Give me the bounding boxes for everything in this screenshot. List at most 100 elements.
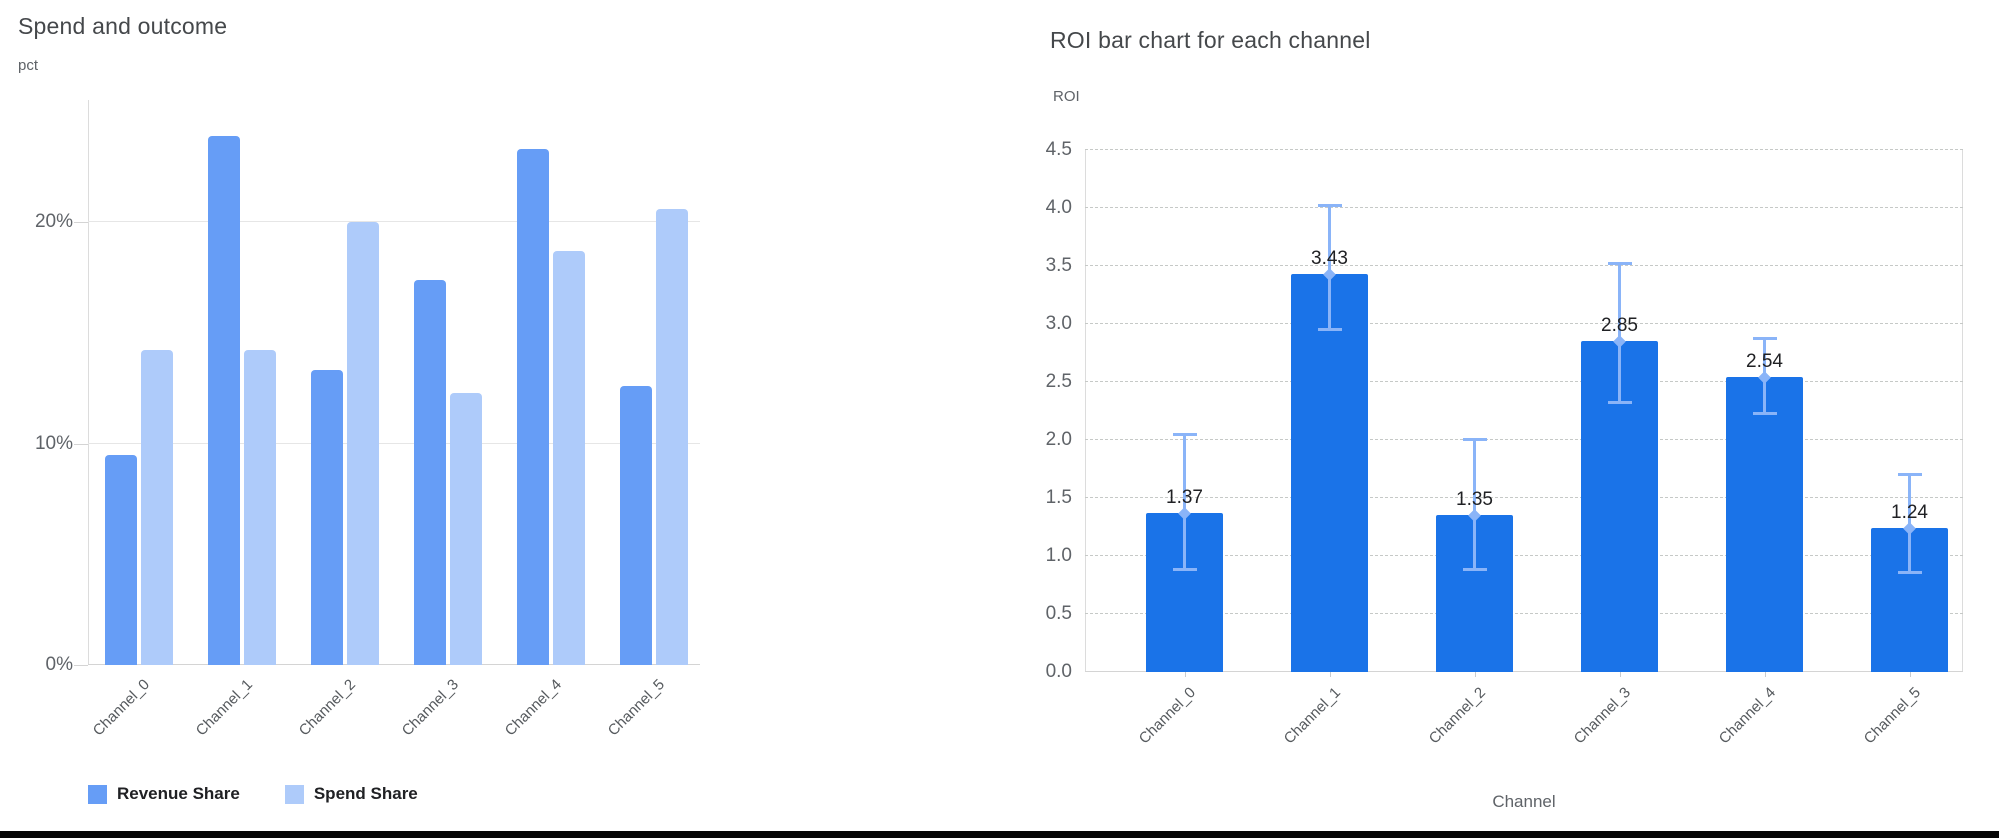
right-gridline-4.0 — [1085, 207, 1963, 208]
roi-value-label-channel_1: 3.43 — [1311, 248, 1348, 270]
right-x-tick-channel_1 — [1329, 672, 1331, 677]
left-x-label-channel_3: Channel_3 — [398, 676, 463, 740]
left-y-axis-unit-label: pct — [18, 57, 39, 74]
right-x-label-channel_5: Channel_5 — [1860, 684, 1924, 748]
right-x-label-channel_3: Channel_3 — [1570, 684, 1634, 748]
error-bar-top-cap-channel_2 — [1462, 438, 1487, 441]
left-chart-legend: Revenue Share Spend Share — [88, 784, 418, 804]
right-x-label-channel_1: Channel_1 — [1280, 684, 1344, 748]
right-x-tick-channel_4 — [1764, 672, 1766, 677]
error-bar-bottom-cap-channel_4 — [1752, 412, 1777, 416]
right-y-tick-label-1.0: 1.0 — [1045, 545, 1072, 566]
right-y-tick-label-1.5: 1.5 — [1045, 487, 1072, 508]
spend-outcome-chart: Spend and outcome pct Revenue Share Spen… — [0, 0, 780, 838]
error-bar-bottom-cap-channel_0 — [1172, 567, 1197, 571]
bar-spend-share-channel_2[interactable] — [347, 222, 379, 665]
right-gridline-1.5 — [1085, 497, 1963, 498]
bar-revenue-share-channel_1[interactable] — [208, 135, 240, 665]
error-bar-bottom-cap-channel_3 — [1607, 400, 1632, 404]
right-x-tick-channel_2 — [1474, 672, 1476, 677]
right-y-tick-label-3.0: 3.0 — [1045, 313, 1072, 334]
left-y-tick-20% — [74, 222, 88, 223]
left-chart-title: Spend and outcome — [18, 13, 228, 39]
right-chart-y-axis-line — [1085, 150, 1086, 672]
bar-spend-share-channel_4[interactable] — [553, 250, 585, 665]
right-gridline-3.0 — [1085, 323, 1963, 324]
bar-spend-share-channel_0[interactable] — [141, 350, 173, 665]
right-x-label-channel_4: Channel_4 — [1715, 684, 1779, 748]
roi-chart: ROI bar chart for each channel ROI Chann… — [1010, 0, 1999, 838]
revenue-share-legend-swatch[interactable] — [88, 784, 107, 804]
right-y-tick-label-3.5: 3.5 — [1045, 255, 1072, 276]
error-bar-bottom-cap-channel_1 — [1317, 327, 1342, 331]
right-plot-area — [1085, 149, 1963, 672]
error-bar-bottom-cap-channel_2 — [1462, 567, 1487, 571]
right-x-tick-channel_5 — [1909, 672, 1911, 677]
left-y-tick-0% — [74, 665, 88, 666]
error-bar-line-channel_2 — [1473, 440, 1476, 570]
left-x-label-channel_2: Channel_2 — [295, 676, 360, 740]
roi-value-label-channel_4: 2.54 — [1746, 351, 1783, 373]
bar-revenue-share-channel_5[interactable] — [620, 385, 652, 665]
right-y-tick-label-0.5: 0.5 — [1045, 603, 1072, 624]
right-y-tick-label-2.5: 2.5 — [1045, 371, 1072, 392]
right-y-tick-label-0.0: 0.0 — [1045, 661, 1072, 682]
error-bar-top-cap-channel_0 — [1172, 433, 1197, 437]
left-x-label-channel_5: Channel_5 — [604, 676, 669, 740]
right-gridline-2.5 — [1085, 381, 1963, 382]
left-y-tick-label-10%: 10% — [34, 432, 73, 454]
bar-revenue-share-channel_4[interactable] — [517, 148, 549, 665]
error-bar-top-cap-channel_5 — [1897, 472, 1922, 476]
roi-value-label-channel_5: 1.24 — [1891, 502, 1928, 524]
bar-roi-channel_1[interactable] — [1291, 274, 1368, 672]
left-y-axis-line — [88, 100, 89, 665]
error-bar-line-channel_3 — [1618, 263, 1621, 403]
bar-spend-share-channel_1[interactable] — [244, 350, 276, 665]
left-x-label-channel_1: Channel_1 — [192, 676, 257, 740]
left-y-tick-label-0%: 0% — [45, 654, 73, 675]
error-bar-line-channel_0 — [1183, 435, 1186, 570]
right-x-label-channel_2: Channel_2 — [1425, 684, 1489, 748]
error-bar-line-channel_1 — [1328, 205, 1331, 330]
roi-value-label-channel_2: 1.35 — [1456, 489, 1493, 511]
spend-share-legend-swatch[interactable] — [284, 784, 304, 804]
right-x-tick-channel_3 — [1619, 672, 1621, 677]
right-y-axis-unit-label: ROI — [1053, 88, 1080, 105]
roi-value-label-channel_0: 1.37 — [1166, 487, 1203, 509]
roi-value-label-channel_3: 2.85 — [1601, 315, 1638, 337]
right-gridline-2.0 — [1085, 439, 1963, 440]
right-x-axis-title: Channel — [1492, 792, 1556, 811]
right-gridline-1.0 — [1085, 555, 1963, 556]
left-plot-area — [88, 100, 700, 665]
bar-spend-share-channel_5[interactable] — [656, 208, 688, 665]
left-y-tick-10% — [74, 443, 88, 445]
bar-spend-share-channel_3[interactable] — [450, 392, 482, 665]
right-y-tick-label-2.0: 2.0 — [1045, 429, 1072, 450]
bar-revenue-share-channel_2[interactable] — [311, 370, 343, 665]
right-y-tick-label-4.0: 4.0 — [1045, 197, 1072, 218]
spend-share-legend-label[interactable]: Spend Share — [313, 784, 418, 803]
revenue-share-legend-label[interactable]: Revenue Share — [117, 784, 240, 803]
right-x-label-channel_0: Channel_0 — [1135, 684, 1199, 748]
bar-revenue-share-channel_3[interactable] — [414, 279, 446, 665]
left-gridline-20% — [88, 221, 700, 222]
left-y-tick-label-20%: 20% — [34, 211, 73, 232]
left-x-axis-baseline — [88, 664, 700, 665]
right-chart-title: ROI bar chart for each channel — [1050, 27, 1371, 53]
right-y-tick-label-4.5: 4.5 — [1045, 139, 1072, 160]
left-x-label-channel_0: Channel_0 — [89, 676, 154, 740]
bar-revenue-share-channel_0[interactable] — [105, 454, 137, 665]
right-x-axis-baseline — [1085, 671, 1963, 672]
right-gridline-4.5 — [1085, 149, 1963, 150]
error-bar-top-cap-channel_1 — [1317, 203, 1342, 207]
bar-roi-channel_4[interactable] — [1726, 377, 1803, 672]
right-gridline-3.5 — [1085, 265, 1963, 266]
right-chart-right-border — [1962, 150, 1963, 672]
error-bar-top-cap-channel_3 — [1607, 261, 1632, 265]
error-bar-bottom-cap-channel_5 — [1897, 571, 1922, 575]
left-gridline-10% — [88, 442, 700, 444]
right-x-tick-channel_0 — [1184, 672, 1186, 677]
left-x-label-channel_4: Channel_4 — [501, 676, 566, 740]
error-bar-top-cap-channel_4 — [1752, 337, 1777, 341]
bottom-black-bar — [0, 831, 1999, 838]
